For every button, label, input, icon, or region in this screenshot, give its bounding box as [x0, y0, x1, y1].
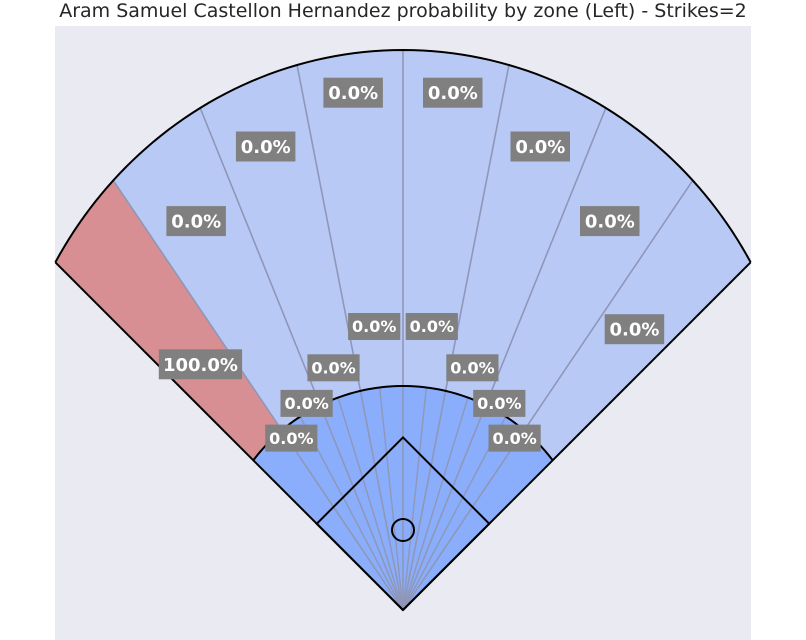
zone-divider	[199, 107, 404, 611]
zone-label-text: 0.0%	[171, 212, 221, 233]
zone-label-text: 0.0%	[428, 83, 478, 104]
zone-label-text: 0.0%	[284, 394, 328, 413]
zone-label-box	[307, 354, 360, 382]
zone-label-box	[423, 77, 483, 108]
zone-label-text: 0.0%	[609, 320, 659, 341]
infield-divider	[402, 387, 428, 611]
zone-labels: 100.0% 0.0% 0.0% 0.0% 0.0% 0.0% 0.0% 0.0% 0.0% 0.…	[158, 77, 665, 452]
zone-label: 0.0%	[473, 389, 526, 417]
zone-label-box	[580, 206, 640, 237]
infield-divider	[337, 397, 404, 611]
zone-label-text: 100.0%	[163, 355, 238, 376]
zone-label-box	[280, 389, 333, 417]
zone-label-text: 0.0%	[477, 394, 521, 413]
zone-label: 0.0%	[323, 77, 383, 108]
zone-label: 0.0%	[604, 314, 665, 345]
zone-label: 100.0%	[158, 349, 243, 380]
zone-label-box	[510, 131, 570, 162]
zone-label: 0.0%	[580, 206, 640, 237]
zone-label-box	[405, 313, 458, 340]
zone-label: 0.0%	[166, 206, 226, 237]
zone-label-box	[265, 424, 318, 452]
zone-label: 0.0%	[423, 77, 483, 108]
zone-label-text: 0.0%	[269, 429, 313, 448]
zone-label-text: 0.0%	[328, 83, 378, 104]
zone-divider	[112, 179, 404, 611]
zone-label: 0.0%	[307, 354, 360, 382]
zone-label-box	[158, 349, 243, 380]
infield-arc	[252, 384, 554, 461]
zone-label: 0.0%	[280, 389, 333, 417]
zone-label-box	[348, 313, 401, 340]
zone-label-text: 0.0%	[515, 137, 565, 158]
zone-divider	[402, 179, 694, 611]
zone-divider	[402, 107, 607, 611]
zone-label: 0.0%	[265, 424, 318, 452]
zone-label-text: 0.0%	[450, 359, 494, 378]
zone-label-box	[166, 206, 226, 237]
zone-label-text: 0.0%	[492, 429, 536, 448]
pitchers-mound	[391, 518, 415, 542]
zone-label: 0.0%	[348, 313, 401, 340]
zone-label-text: 0.0%	[352, 317, 396, 336]
zone-label-text: 0.0%	[585, 212, 635, 233]
zone-label-box	[488, 424, 541, 452]
zone-label-box	[446, 354, 499, 382]
zone-label: 0.0%	[235, 131, 296, 162]
zone-label-text: 0.0%	[311, 359, 355, 378]
zone-label-box	[604, 314, 665, 345]
zone-label-text: 0.0%	[410, 317, 454, 336]
zone-label: 0.0%	[488, 424, 541, 452]
field-outlines	[54, 48, 752, 612]
infield-diamond	[315, 436, 491, 612]
infield-divider	[402, 397, 469, 611]
zone-label: 0.0%	[446, 354, 499, 382]
zone-label: 0.0%	[405, 313, 458, 340]
zone-label-box	[323, 77, 383, 108]
zone-dividers	[112, 50, 694, 611]
infield-divider	[378, 387, 404, 611]
zone-label-text: 0.0%	[241, 137, 291, 158]
zone-label-box	[473, 389, 526, 417]
zone-label-box	[235, 131, 296, 162]
chart-title: Aram Samuel Castellon Hernandez probabil…	[59, 0, 747, 22]
outfield-fence	[54, 48, 752, 263]
zone-label: 0.0%	[510, 131, 570, 162]
